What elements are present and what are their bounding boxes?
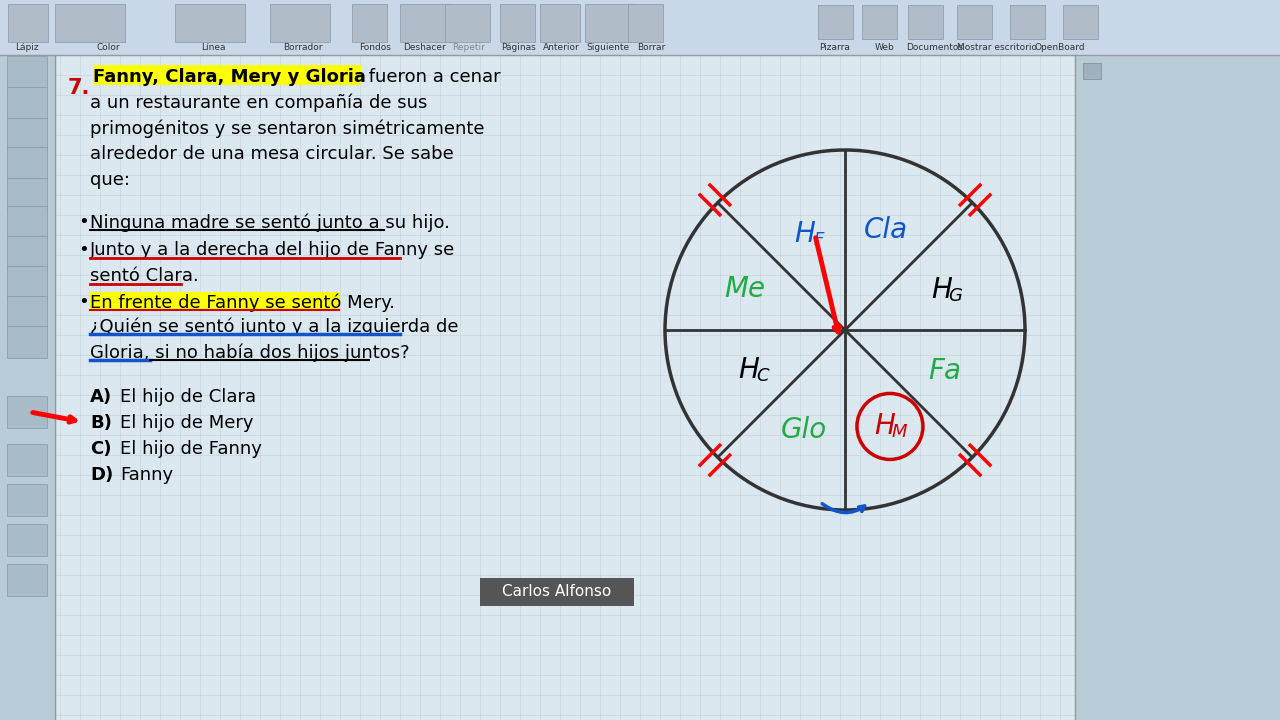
Bar: [1075, 55, 1280, 720]
Bar: [6, 296, 47, 328]
Bar: [1062, 5, 1098, 39]
Text: Documentos: Documentos: [906, 42, 964, 52]
Bar: [6, 56, 47, 88]
Text: Repetir: Repetir: [453, 42, 485, 52]
Text: Borrador: Borrador: [283, 42, 323, 52]
Text: El hijo de Mery: El hijo de Mery: [120, 414, 253, 432]
Text: fueron a cenar: fueron a cenar: [364, 68, 500, 86]
Bar: [6, 178, 47, 210]
Text: Fondos: Fondos: [360, 42, 390, 52]
Bar: [6, 396, 47, 428]
Text: G: G: [948, 287, 963, 305]
Text: D): D): [90, 466, 113, 484]
Bar: [8, 4, 49, 42]
Text: Páginas: Páginas: [502, 42, 536, 52]
Bar: [270, 4, 330, 42]
Bar: [1010, 5, 1044, 39]
Text: C: C: [756, 367, 769, 385]
Text: A): A): [90, 388, 113, 406]
Text: Línea: Línea: [201, 42, 225, 52]
Bar: [957, 5, 992, 39]
Text: Siguiente: Siguiente: [586, 42, 630, 52]
Bar: [6, 444, 47, 476]
Text: Glo: Glo: [781, 415, 827, 444]
Bar: [6, 87, 47, 119]
Text: Me: Me: [724, 274, 765, 302]
Text: •: •: [78, 241, 88, 259]
FancyBboxPatch shape: [93, 65, 361, 85]
Bar: [6, 524, 47, 556]
Text: F: F: [814, 230, 824, 248]
Text: Mostrar escritorio: Mostrar escritorio: [957, 42, 1037, 52]
Text: Cla: Cla: [864, 216, 909, 244]
Text: Pizarra: Pizarra: [819, 42, 850, 52]
Text: Web: Web: [876, 42, 895, 52]
Text: •: •: [78, 293, 88, 311]
Bar: [352, 4, 387, 42]
Text: Lápiz: Lápiz: [15, 42, 38, 52]
Text: M: M: [891, 423, 906, 441]
Bar: [6, 147, 47, 179]
Bar: [6, 118, 47, 150]
Bar: [6, 326, 47, 358]
Bar: [0, 0, 1280, 55]
Bar: [585, 4, 635, 42]
Text: Fa: Fa: [928, 357, 961, 385]
Bar: [6, 206, 47, 238]
Text: •: •: [78, 213, 88, 231]
Text: Anterior: Anterior: [543, 42, 580, 52]
Text: Color: Color: [96, 42, 120, 52]
Text: 7.: 7.: [68, 78, 91, 98]
Text: a un restaurante en compañía de sus: a un restaurante en compañía de sus: [90, 93, 428, 112]
FancyBboxPatch shape: [480, 578, 634, 606]
Text: Ninguna madre se sentó junto a su hijo.: Ninguna madre se sentó junto a su hijo.: [90, 213, 449, 232]
Bar: [628, 4, 663, 42]
Text: primogénitos y se sentaron simétricamente: primogénitos y se sentaron simétricament…: [90, 119, 485, 138]
FancyBboxPatch shape: [90, 292, 339, 310]
Text: H: H: [931, 276, 952, 304]
Bar: [399, 4, 452, 42]
Text: Gloria, si no había dos hijos juntos?: Gloria, si no había dos hijos juntos?: [90, 343, 410, 361]
Text: sentó Clara.: sentó Clara.: [90, 267, 198, 285]
Text: ¿Quién se sentó junto y a la izquierda de: ¿Quién se sentó junto y a la izquierda d…: [90, 317, 458, 336]
Bar: [175, 4, 244, 42]
Text: Fanny: Fanny: [120, 466, 173, 484]
Bar: [540, 4, 580, 42]
Bar: [908, 5, 943, 39]
Bar: [0, 55, 55, 720]
Bar: [1083, 63, 1101, 79]
Text: B): B): [90, 414, 111, 432]
Text: Junto y a la derecha del hijo de Fanny se: Junto y a la derecha del hijo de Fanny s…: [90, 241, 456, 259]
Text: H: H: [739, 356, 759, 384]
Text: Fanny, Clara, Mery y Gloria: Fanny, Clara, Mery y Gloria: [93, 68, 366, 86]
Text: H: H: [795, 220, 815, 248]
Text: alrededor de una mesa circular. Se sabe: alrededor de una mesa circular. Se sabe: [90, 145, 453, 163]
Bar: [6, 236, 47, 268]
Text: OpenBoard: OpenBoard: [1034, 42, 1085, 52]
Text: H: H: [874, 413, 896, 441]
Text: que:: que:: [90, 171, 131, 189]
Bar: [861, 5, 897, 39]
Bar: [55, 4, 125, 42]
Bar: [500, 4, 535, 42]
Text: El hijo de Fanny: El hijo de Fanny: [120, 440, 262, 458]
Text: Borrar: Borrar: [637, 42, 666, 52]
Bar: [445, 4, 490, 42]
Bar: [6, 266, 47, 298]
Text: El hijo de Clara: El hijo de Clara: [120, 388, 256, 406]
Bar: [6, 484, 47, 516]
Text: Deshacer: Deshacer: [403, 42, 445, 52]
Text: C): C): [90, 440, 111, 458]
Bar: [818, 5, 852, 39]
Bar: [6, 564, 47, 596]
Text: En frente de Fanny se sentó Mery.: En frente de Fanny se sentó Mery.: [90, 293, 396, 312]
Text: Carlos Alfonso: Carlos Alfonso: [502, 585, 612, 600]
